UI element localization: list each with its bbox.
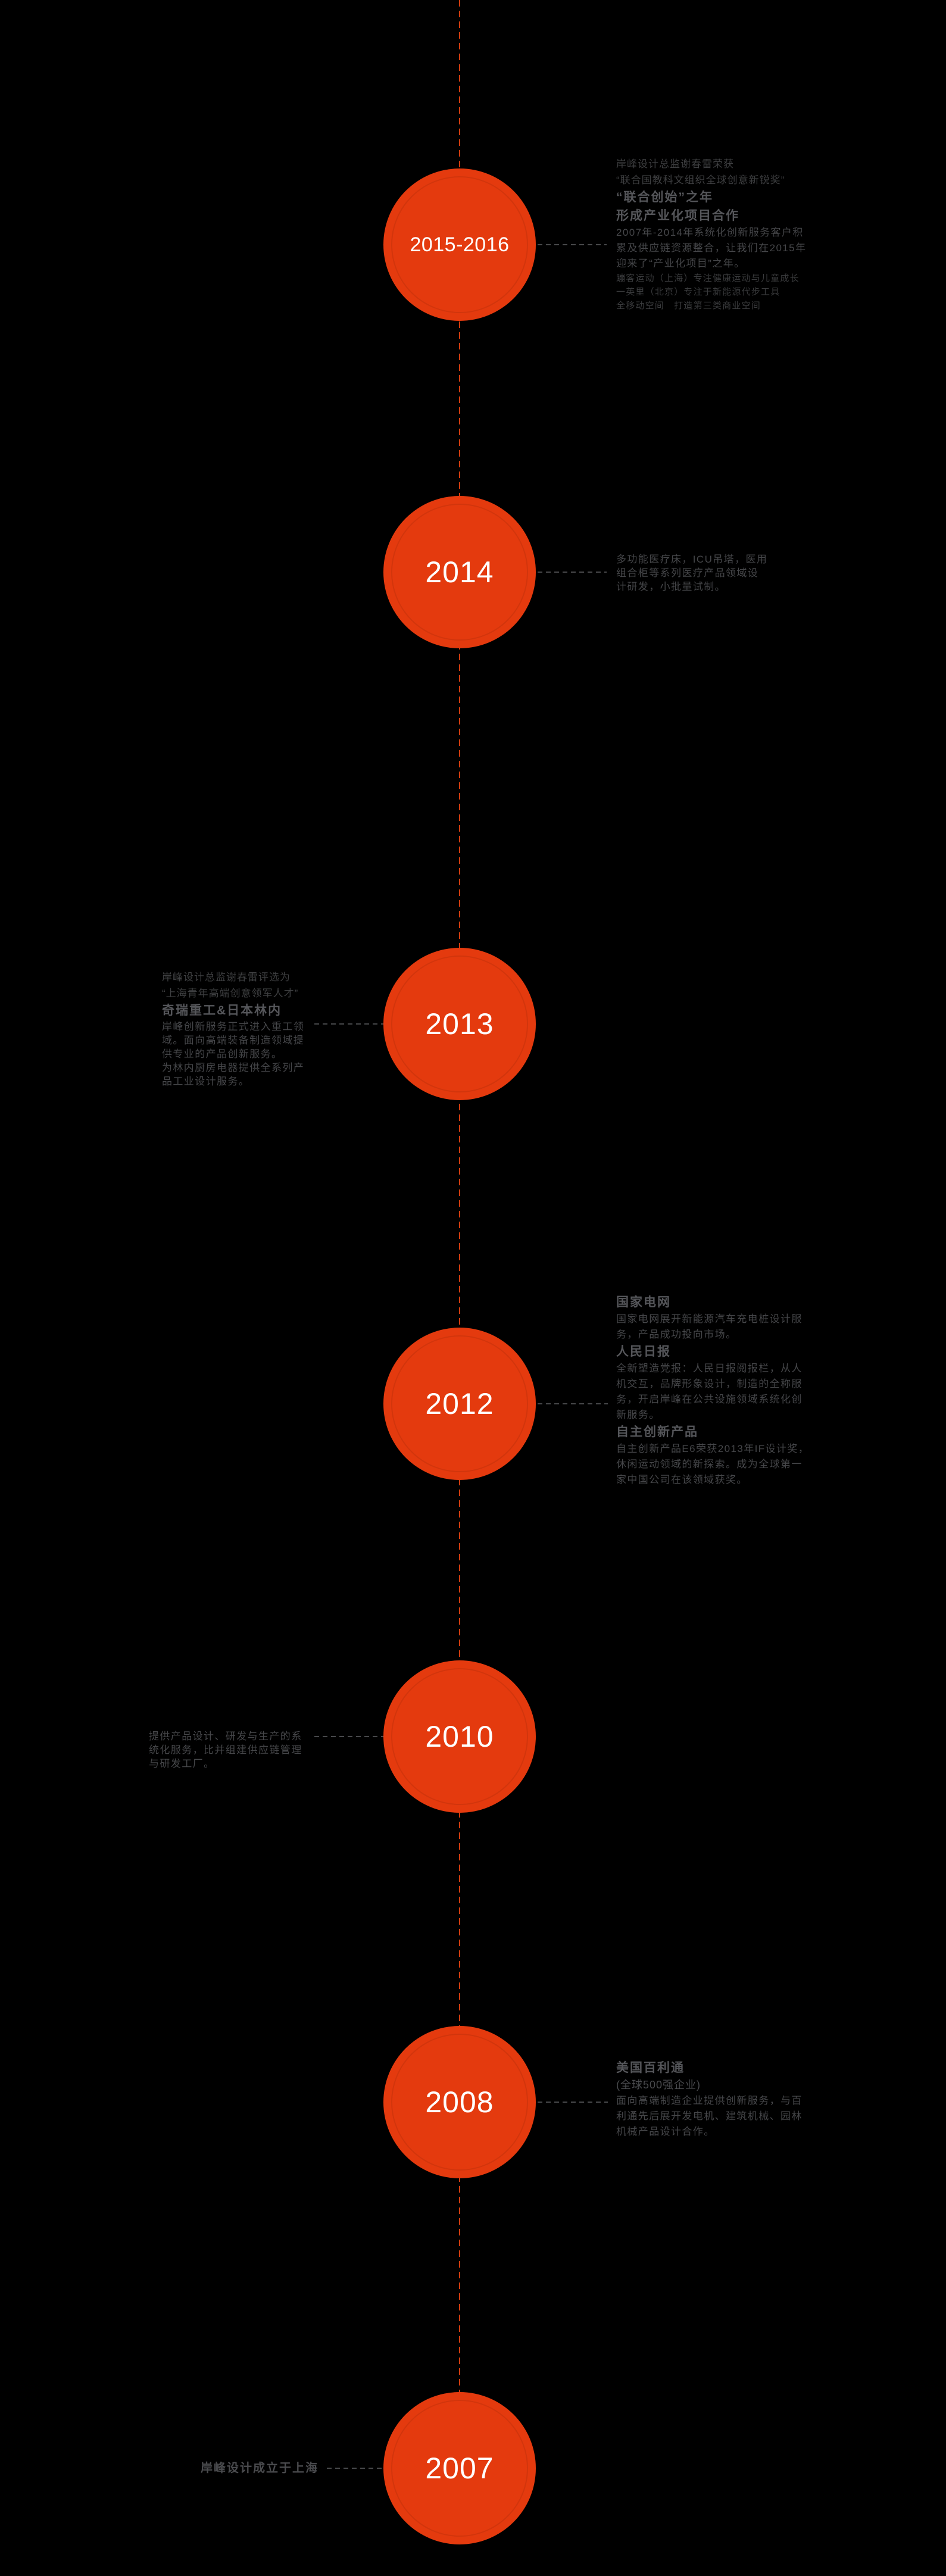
client-note: 蹦客运动（上海）专注健康运动与儿童成长 <box>616 273 800 283</box>
connector-dash-2013 <box>314 1023 383 1025</box>
section-body: 自主创新产品E6荣获2013年IF设计奖，休闲运动领域的新探索。成为全球第一家中… <box>616 1443 810 1485</box>
event-body: 岸峰创新服务正式进入重工领域。面向高端装备制造领域提供专业的产品创新服务。 <box>162 1021 305 1060</box>
client-note: 一英里（北京）专注于新能源代步工具 <box>616 287 780 297</box>
timeline-axis-dashed-line <box>459 0 460 2468</box>
timeline-node-2010: 2010 <box>383 1660 536 1813</box>
timeline-node-2014: 2014 <box>383 496 536 648</box>
event-heading: 形成产业化项目合作 <box>616 209 739 223</box>
section-body: 全新塑造党报：人民日报阅报栏，从人机交互，品牌形象设计，制造的全称服务，开启岸峰… <box>616 1363 803 1420</box>
year-label: 2010 <box>425 1720 494 1753</box>
award-line: 岸峰设计总监谢春雷评选为 <box>162 972 291 983</box>
connector-dash-2008 <box>538 2102 608 2103</box>
event-body: 为林内厨房电器提供全系列产品工业设计服务。 <box>162 1062 305 1087</box>
event-subheading: (全球500强企业) <box>616 2079 701 2091</box>
event-details-2008: 美国百利通 (全球500强企业) 面向高端制造企业提供创新服务，与百利通先后展开… <box>616 2059 813 2140</box>
event-body: 面向高端制造企业提供创新服务，与百利通先后展开发电机、建筑机械、园林机械产品设计… <box>616 2095 803 2137</box>
connector-dash-2010 <box>314 1736 383 1737</box>
event-heading: 奇瑞重工&日本林内 <box>162 1004 282 1017</box>
award-line: 岸峰设计总监谢春雷荣获 <box>616 158 734 170</box>
section-body: 国家电网展开新能源汽车充电桩设计服务，产品成功投向市场。 <box>616 1313 803 1340</box>
year-label: 2015-2016 <box>410 233 510 256</box>
connector-dash-2015 <box>538 244 607 245</box>
event-heading: “联合创始”之年 <box>616 191 713 204</box>
award-line: “联合国教科文组织全球创意新锐奖” <box>616 174 785 186</box>
event-body: 提供产品设计、研发与生产的系统化服务，比并组建供应链管理与研发工厂。 <box>149 1731 302 1769</box>
timeline-node-2015-2016: 2015-2016 <box>383 168 536 321</box>
event-details-2010: 提供产品设计、研发与生产的系统化服务，比并组建供应链管理与研发工厂。 <box>149 1729 307 1771</box>
section-heading: 自主创新产品 <box>616 1425 698 1439</box>
event-details-2013: 岸峰设计总监谢春雷评选为 “上海青年高端创意领军人才” 奇瑞重工&日本林内 岸峰… <box>162 969 308 1088</box>
year-label: 2013 <box>425 1007 494 1041</box>
timeline-node-2013: 2013 <box>383 948 536 1100</box>
founding-label: 岸峰设计成立于上海 <box>201 2462 319 2475</box>
award-line: “上海青年高端创意领军人才” <box>162 988 299 999</box>
section-heading: 国家电网 <box>616 1295 671 1309</box>
timeline-node-2012: 2012 <box>383 1328 536 1480</box>
year-label: 2008 <box>425 2085 494 2119</box>
event-body: 多功能医疗床，ICU吊塔，医用组合柜等系列医疗产品领域设计研发，小批量试制。 <box>616 554 768 592</box>
connector-dash-2012 <box>538 1403 608 1404</box>
year-label: 2007 <box>425 2452 494 2485</box>
event-heading: 美国百利通 <box>616 2061 685 2075</box>
connector-dash-2007 <box>327 2468 383 2469</box>
event-details-2015-2016: 岸峰设计总监谢春雷荣获 “联合国教科文组织全球创意新锐奖” “联合创始”之年 形… <box>616 156 813 313</box>
timeline-node-2007: 2007 <box>383 2392 536 2544</box>
event-details-2014: 多功能医疗床，ICU吊塔，医用组合柜等系列医疗产品领域设计研发，小批量试制。 <box>616 552 769 594</box>
year-label: 2012 <box>425 1387 494 1420</box>
client-note: 全移动空间 打造第三类商业空间 <box>616 301 761 311</box>
event-details-2012: 国家电网 国家电网展开新能源汽车充电桩设计服务，产品成功投向市场。 人民日报 全… <box>616 1293 813 1488</box>
section-heading: 人民日报 <box>616 1345 671 1359</box>
event-details-2007: 岸峰设计成立于上海 <box>201 2461 319 2476</box>
connector-dash-2014 <box>538 572 607 573</box>
timeline-node-2008: 2008 <box>383 2026 536 2178</box>
event-body: 2007年-2014年系统化创新服务客户积累及供应链资源整合，让我们在2015年… <box>616 227 807 269</box>
year-label: 2014 <box>425 555 494 589</box>
